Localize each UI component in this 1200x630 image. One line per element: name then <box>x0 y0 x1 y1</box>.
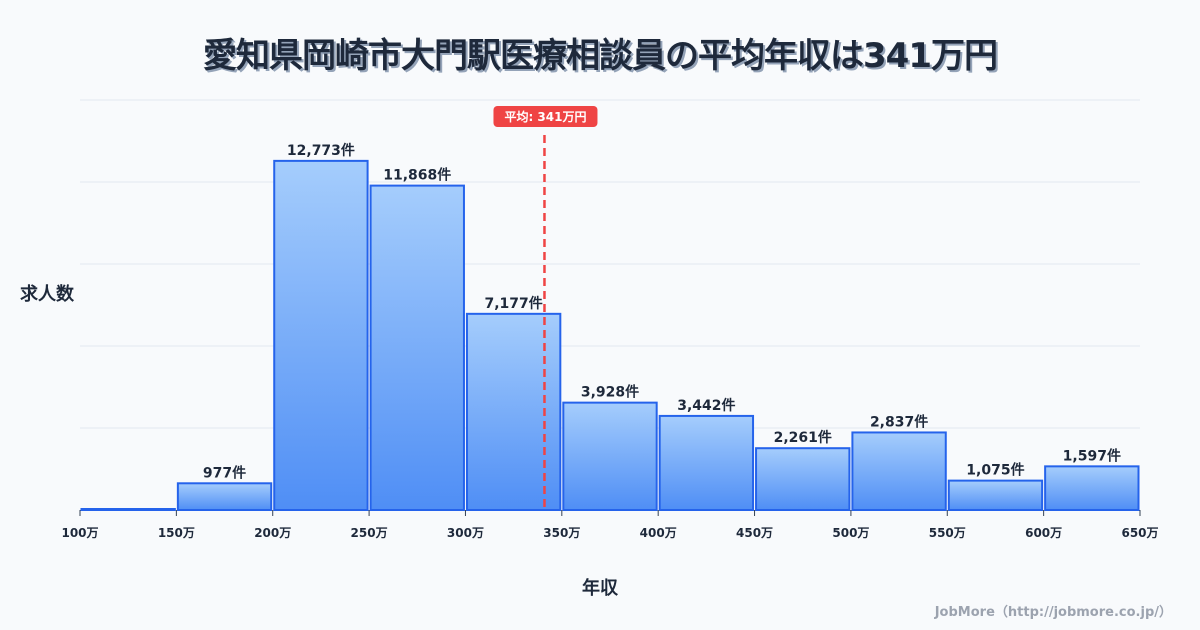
x-tick-label: 100万 <box>61 526 98 540</box>
bar-value-label: 7,177件 <box>484 295 542 312</box>
x-tick-label: 200万 <box>254 526 291 540</box>
average-badge <box>493 106 598 127</box>
histogram-bar <box>273 159 369 511</box>
bar-value-label: 12,773件 <box>287 142 355 159</box>
x-tick-label: 350万 <box>543 526 580 540</box>
bars: 977件 12,773件 11,868件 7,177件 3,928件 3,442件 2,26… <box>80 142 1140 512</box>
x-tick-label: 550万 <box>929 526 966 540</box>
average-badge-label: 平均: 341万円 <box>504 109 586 124</box>
gridlines <box>80 99 1140 429</box>
x-tick-label: 600万 <box>1025 526 1062 540</box>
x-tick-label: 150万 <box>158 526 195 540</box>
bar-value-label: 1,597件 <box>1063 447 1121 464</box>
histogram-bar <box>1044 465 1140 511</box>
chart-title: 愛知県岡崎市大門駅医療相談員の平均年収は341万円 <box>203 36 998 76</box>
histogram-bar <box>755 447 851 512</box>
bar-value-label: 3,928件 <box>581 384 639 401</box>
bar-value-label: 3,442件 <box>677 397 735 414</box>
histogram-bar <box>658 414 755 512</box>
x-tick-label: 650万 <box>1121 526 1158 540</box>
bar-value-label: 11,868件 <box>383 167 451 184</box>
histogram-bar <box>369 184 465 511</box>
x-axis-label: 年収 <box>582 578 618 599</box>
bar-value-label: 2,261件 <box>774 429 832 446</box>
bar-value-label: 977件 <box>203 464 246 481</box>
y-axis-label: 求人数 <box>20 284 74 305</box>
x-tick-label: 500万 <box>832 526 869 540</box>
average-marker: 平均: 341万円 <box>493 106 598 510</box>
x-axis-ticks: 100万 150万 200万 250万 300万 350万 400万 450万 500万 550万… <box>61 510 1159 540</box>
histogram-bar <box>465 312 562 511</box>
x-tick-label: 300万 <box>447 526 484 540</box>
histogram-bar <box>80 508 176 511</box>
bar-value-label: 1,075件 <box>966 462 1024 479</box>
x-tick-label: 400万 <box>640 526 677 540</box>
bar-value-label: 2,837件 <box>870 413 928 430</box>
credit-text: JobMore（http://jobmore.co.jp/） <box>934 605 1172 620</box>
histogram-bar <box>562 401 658 512</box>
histogram-bar <box>176 482 273 511</box>
x-tick-label: 250万 <box>351 526 388 540</box>
x-tick-label: 450万 <box>736 526 773 540</box>
histogram-bar <box>947 479 1044 512</box>
histogram-bar <box>851 431 947 511</box>
